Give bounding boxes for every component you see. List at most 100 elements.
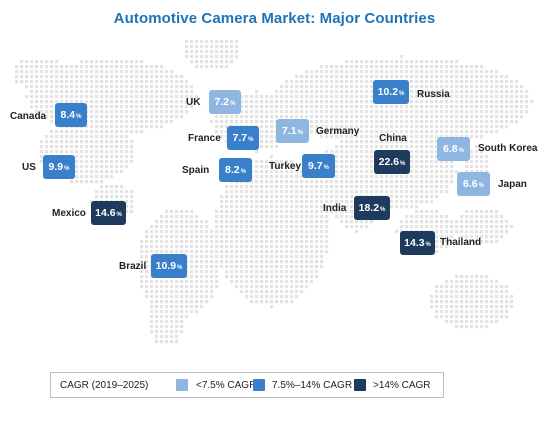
map-dot xyxy=(435,245,439,249)
map-dot xyxy=(130,65,134,69)
map-dot xyxy=(435,60,439,64)
map-dot xyxy=(260,295,264,299)
map-dot xyxy=(85,135,89,139)
map-dot xyxy=(70,180,74,184)
map-dot xyxy=(90,165,94,169)
map-dot xyxy=(215,130,219,134)
map-dot xyxy=(265,160,269,164)
country-label-turkey: Turkey xyxy=(269,161,302,172)
map-dot xyxy=(480,225,484,229)
map-dot xyxy=(400,175,404,179)
map-dot xyxy=(300,105,304,109)
map-dot xyxy=(260,120,264,124)
map-dot xyxy=(400,105,404,109)
map-dot xyxy=(210,265,214,269)
map-dot xyxy=(70,90,74,94)
map-dot xyxy=(40,65,44,69)
map-dot xyxy=(155,120,159,124)
map-dot xyxy=(120,80,124,84)
map-dot xyxy=(490,115,494,119)
map-dot xyxy=(35,75,39,79)
map-dot xyxy=(295,210,299,214)
country-label-south-korea: South Korea xyxy=(478,143,538,154)
map-dot xyxy=(310,100,314,104)
map-dot xyxy=(440,60,444,64)
map-dot xyxy=(300,245,304,249)
map-dot xyxy=(140,260,144,264)
map-dot xyxy=(440,105,444,109)
map-dot xyxy=(340,210,344,214)
map-dot xyxy=(105,90,109,94)
map-dot xyxy=(460,130,464,134)
map-dot xyxy=(295,195,299,199)
map-dot xyxy=(425,165,429,169)
map-dot xyxy=(310,190,314,194)
map-dot xyxy=(50,150,54,154)
map-dot xyxy=(410,95,414,99)
map-dot xyxy=(370,95,374,99)
map-dot xyxy=(230,255,234,259)
map-dot xyxy=(465,310,469,314)
map-dot xyxy=(135,70,139,74)
map-dot xyxy=(460,320,464,324)
map-dot xyxy=(480,85,484,89)
map-dot xyxy=(440,190,444,194)
map-dot xyxy=(425,75,429,79)
map-dot xyxy=(365,175,369,179)
map-dot xyxy=(260,280,264,284)
map-dot xyxy=(130,145,134,149)
map-dot xyxy=(90,135,94,139)
map-dot xyxy=(185,105,189,109)
map-dot xyxy=(330,195,334,199)
map-dot xyxy=(515,80,519,84)
map-dot xyxy=(325,185,329,189)
map-dot xyxy=(290,175,294,179)
map-dot xyxy=(145,270,149,274)
map-dot xyxy=(160,280,164,284)
map-dot xyxy=(100,70,104,74)
map-dot xyxy=(140,270,144,274)
map-dot xyxy=(125,65,129,69)
map-dot xyxy=(275,145,279,149)
map-dot xyxy=(265,225,269,229)
map-dot xyxy=(185,80,189,84)
map-dot xyxy=(430,140,434,144)
map-dot xyxy=(195,290,199,294)
map-dot xyxy=(380,130,384,134)
map-dot xyxy=(170,240,174,244)
map-dot xyxy=(305,115,309,119)
map-dot xyxy=(225,205,229,209)
map-dot xyxy=(290,160,294,164)
map-dot xyxy=(230,205,234,209)
map-dot xyxy=(320,215,324,219)
map-dot xyxy=(105,135,109,139)
map-dot xyxy=(375,75,379,79)
map-dot xyxy=(160,215,164,219)
map-dot xyxy=(305,95,309,99)
map-dot xyxy=(290,165,294,169)
map-dot xyxy=(110,145,114,149)
map-dot xyxy=(450,120,454,124)
map-dot xyxy=(95,90,99,94)
map-dot xyxy=(360,85,364,89)
map-dot xyxy=(470,230,474,234)
map-dot xyxy=(120,195,124,199)
map-dot xyxy=(220,220,224,224)
map-dot xyxy=(65,100,69,104)
map-dot xyxy=(285,195,289,199)
map-dot xyxy=(440,305,444,309)
map-dot xyxy=(345,205,349,209)
map-dot xyxy=(250,225,254,229)
map-dot xyxy=(155,100,159,104)
map-dot xyxy=(105,80,109,84)
map-dot xyxy=(120,185,124,189)
map-dot xyxy=(320,210,324,214)
map-dot xyxy=(315,130,319,134)
map-dot xyxy=(350,100,354,104)
map-dot xyxy=(420,65,424,69)
map-dot xyxy=(450,230,454,234)
map-dot xyxy=(120,65,124,69)
map-dot xyxy=(315,260,319,264)
map-dot xyxy=(150,325,154,329)
map-dot xyxy=(95,155,99,159)
